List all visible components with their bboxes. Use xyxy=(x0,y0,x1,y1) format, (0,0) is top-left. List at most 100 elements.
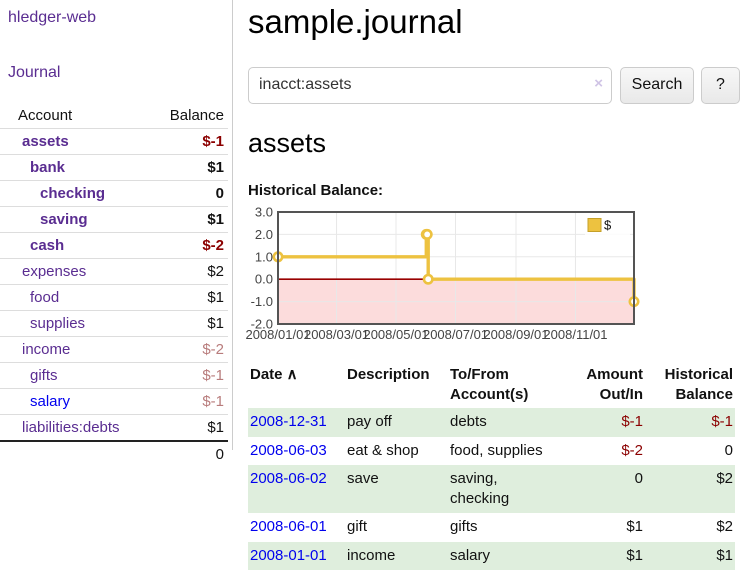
brand-link[interactable]: hledger-web xyxy=(8,9,97,26)
search-help-button[interactable]: ? xyxy=(701,66,740,104)
transaction-date-link[interactable]: 2008-01-01 xyxy=(250,546,327,564)
account-link[interactable]: liabilities:debts xyxy=(22,419,120,436)
transaction-row: 2008-06-03 eat & shop food, supplies $-2 0 xyxy=(248,437,735,465)
transaction-date-cell: 2008-01-01 xyxy=(248,542,345,570)
page-title: sample.journal xyxy=(248,3,463,40)
transaction-amount-cell: $-2 xyxy=(621,441,643,459)
account-balance: $1 xyxy=(207,159,224,176)
clear-search-icon[interactable]: × xyxy=(594,74,603,92)
y-axis-tick-label: 2.0 xyxy=(255,227,273,242)
account-link[interactable]: saving xyxy=(40,211,88,228)
transaction-description-cell: eat & shop xyxy=(347,441,419,459)
transaction-date-cell: 2008-06-03 xyxy=(248,437,345,465)
y-axis-tick-label: 3.0 xyxy=(255,204,273,219)
register-header-amount: Amount Out/In xyxy=(586,365,643,404)
account-row: checking 0 xyxy=(0,180,228,207)
transaction-date-link[interactable]: 2008-06-03 xyxy=(250,441,327,459)
transaction-accounts-cell: saving, checking xyxy=(450,469,510,508)
account-link[interactable]: bank xyxy=(30,159,66,176)
account-link[interactable]: supplies xyxy=(30,315,86,332)
transaction-balance-cell: $1 xyxy=(716,546,733,564)
x-axis-tick-label: 2008/01/01 xyxy=(245,327,310,342)
search-input[interactable] xyxy=(248,66,612,104)
transaction-description-cell: pay off xyxy=(347,413,392,431)
register-header-date[interactable]: Date ∧ xyxy=(250,365,298,383)
account-balance: $-2 xyxy=(202,237,224,254)
account-balance: $2 xyxy=(207,263,224,280)
transaction-description-cell: gift xyxy=(347,518,368,536)
account-balance: $-1 xyxy=(202,393,224,410)
account-balance: $1 xyxy=(207,211,224,228)
transaction-row: 2008-06-01 gift gifts $1 $2 xyxy=(248,513,735,541)
transaction-date-cell: 2008-12-31 xyxy=(248,408,345,436)
transaction-date-cell: 2008-06-01 xyxy=(248,513,345,541)
x-axis-tick-label: 2008/03/01 xyxy=(304,327,369,342)
transaction-accounts-cell: food, supplies xyxy=(450,441,543,459)
transaction-date-cell: 2008-06-02 xyxy=(248,465,345,514)
register-header-tofrom: To/From Account(s) xyxy=(450,365,529,404)
account-row: liabilities:debts $1 xyxy=(0,414,228,442)
y-axis-tick-label: -1.0 xyxy=(251,294,273,309)
account-row: income $-2 xyxy=(0,336,228,363)
transaction-balance-cell: $-1 xyxy=(711,413,733,431)
account-balance: $1 xyxy=(207,289,224,306)
legend-label: $ xyxy=(604,217,612,232)
register-header-historical: Historical Balance xyxy=(664,365,733,404)
chart-canvas: $3.0 2.0 1.0 0.0 -1.0 -2.02008/01/012008/03/0… xyxy=(245,204,640,342)
account-row: expenses $2 xyxy=(0,258,228,285)
transaction-amount-cell: $1 xyxy=(626,546,643,564)
y-axis-tick-label: 1.0 xyxy=(255,249,273,264)
transaction-date-link[interactable]: 2008-06-02 xyxy=(250,469,327,487)
accounts-header-account: Account xyxy=(18,107,73,124)
search-bar: × Search ? xyxy=(248,66,742,104)
x-axis-tick-label: 2008/05/01 xyxy=(363,327,428,342)
transaction-row: 2008-12-31 pay off debts $-1 $-1 xyxy=(248,408,735,437)
account-row: cash $-2 xyxy=(0,232,228,259)
search-button[interactable]: Search xyxy=(620,66,694,104)
transaction-date-link[interactable]: 2008-12-31 xyxy=(250,413,327,431)
x-axis-tick-label: 2008/11/01 xyxy=(543,327,607,342)
account-row: salary $-1 xyxy=(0,388,228,415)
transaction-description-cell: save xyxy=(347,469,379,487)
account-row: gifts $-1 xyxy=(0,362,228,389)
account-link[interactable]: cash xyxy=(30,237,65,254)
sort-ascending-icon[interactable]: ∧ xyxy=(282,365,298,383)
transaction-accounts-cell: debts xyxy=(450,413,487,431)
transaction-date-link[interactable]: 2008-06-01 xyxy=(250,518,327,536)
account-link[interactable]: income xyxy=(22,341,71,358)
data-point-marker xyxy=(422,273,434,285)
transaction-row: 2008-06-02 save saving, checking 0 $2 xyxy=(248,464,735,514)
x-axis-tick-label: 2008/09/01 xyxy=(483,327,548,342)
transaction-row: 2008-01-01 income salary $1 $1 xyxy=(248,541,735,570)
accounts-header-balance: Balance xyxy=(169,107,224,124)
transaction-balance-cell: $2 xyxy=(716,518,733,536)
historical-balance-chart: $3.0 2.0 1.0 0.0 -1.0 -2.0 2008/01/01 2008/03/0… xyxy=(245,204,742,346)
transaction-balance-cell: 0 xyxy=(724,441,733,459)
account-link[interactable]: assets xyxy=(22,133,69,150)
register-table: Date ∧ Description To/From Account(s) Amount… xyxy=(248,362,735,570)
transaction-accounts-cell: gifts xyxy=(450,518,478,536)
chart-section-label: Historical Balance: xyxy=(248,181,384,199)
account-page-title: assets xyxy=(248,127,327,158)
sidebar-divider xyxy=(232,0,233,450)
account-link[interactable]: expenses xyxy=(22,263,87,280)
transaction-balance-cell: $2 xyxy=(716,469,733,487)
transaction-accounts-cell: salary xyxy=(450,546,491,564)
account-link[interactable]: food xyxy=(30,289,60,306)
transaction-amount-cell: 0 xyxy=(634,469,643,487)
transaction-description-cell: income xyxy=(347,546,396,564)
transaction-amount-cell: $1 xyxy=(626,518,643,536)
accounts-total-row: 0 xyxy=(0,440,228,467)
y-axis-tick-label: 0.0 xyxy=(255,272,273,287)
account-link[interactable]: checking xyxy=(40,185,106,202)
sidebar-item-journal[interactable]: Journal xyxy=(8,64,61,81)
x-axis-tick-label: 2008/07/01 xyxy=(423,327,488,342)
register-header-description: Description xyxy=(347,365,430,383)
account-balance: $1 xyxy=(207,419,224,436)
sidebar: hledger-web Journal Account Balance asse… xyxy=(0,0,232,467)
accounts-total-value: 0 xyxy=(139,440,228,467)
account-link[interactable]: salary xyxy=(30,393,71,410)
account-row: assets $-1 xyxy=(0,128,228,155)
account-balance: $-2 xyxy=(202,341,224,358)
account-link[interactable]: gifts xyxy=(30,367,58,384)
